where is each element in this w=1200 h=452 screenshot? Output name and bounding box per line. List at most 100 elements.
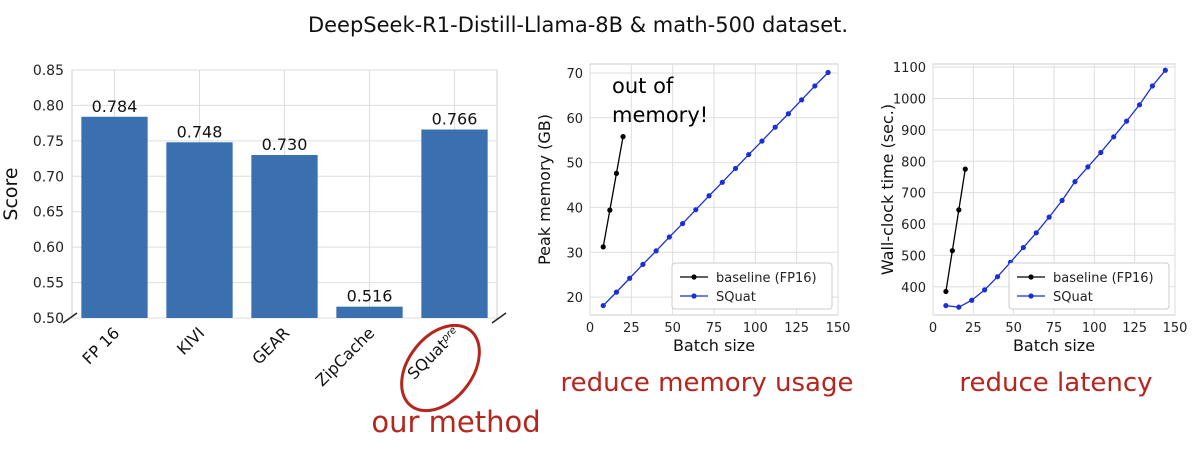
data-point [653, 248, 659, 254]
x-tick-label: 100 [1082, 321, 1107, 336]
caption-reduce-latency: reduce latency [959, 368, 1152, 398]
data-point [812, 83, 818, 89]
out-of-memory-note: out of [612, 74, 674, 98]
y-axis-label: Wall-clock time (sec.) [878, 104, 897, 275]
y-tick-label: 0.85 [33, 63, 64, 79]
x-tick-label: GEAR [248, 323, 293, 368]
data-point [799, 97, 805, 103]
x-tick-label: 0 [929, 321, 937, 336]
data-point [772, 124, 778, 130]
series-line [602, 72, 829, 307]
x-tick-label: 25 [623, 321, 640, 336]
data-point [693, 207, 699, 213]
out-of-memory-note: memory! [612, 103, 708, 127]
highlight-ellipse [400, 323, 481, 413]
y-tick-label: 0.70 [33, 169, 64, 185]
x-tick-label: 150 [826, 321, 851, 336]
y-tick-label: 50 [566, 157, 583, 172]
x-tick-label: 75 [706, 321, 723, 336]
legend-label: SQuat [1053, 290, 1093, 305]
y-tick-label: 30 [566, 246, 583, 261]
bar-value-label: 0.516 [347, 287, 393, 306]
data-point [1162, 67, 1168, 73]
y-tick-label: 600 [901, 218, 926, 233]
bar [81, 116, 148, 318]
wall-clock-line-chart: 0 25 50 75 100 125 150 400 500 600 700 800 900 1000 11… [878, 61, 1187, 398]
y-tick-label: 0.60 [33, 240, 64, 256]
data-point [969, 297, 975, 303]
x-tick-label: 50 [1005, 321, 1022, 336]
data-point [1059, 197, 1065, 204]
data-point [746, 151, 752, 158]
data-point [620, 134, 626, 140]
series-line [945, 169, 966, 292]
y-tick-label: 40 [566, 201, 583, 216]
data-point [956, 304, 962, 310]
data-point [1098, 149, 1104, 156]
legend-label: SQuat [716, 290, 756, 305]
data-point [627, 275, 633, 281]
data-point [994, 274, 1001, 280]
legend-marker [691, 293, 697, 299]
legend-marker [691, 274, 697, 280]
x-tick-label: 100 [743, 321, 768, 336]
y-tick-label: 60 [566, 112, 583, 127]
data-point [706, 193, 712, 199]
score-bar-chart: 0.50 0.55 0.60 0.65 0.70 0.75 0.80 0.85 0.784 FP … [0, 63, 541, 439]
data-point [949, 248, 955, 254]
x-tick-label: 125 [784, 321, 809, 336]
x-axis-label: Batch size [1013, 336, 1095, 355]
data-point [1085, 164, 1091, 170]
caption-reduce-memory: reduce memory usage [560, 368, 853, 398]
figure-title: DeepSeek-R1-Distill-Llama-8B & math-500 … [308, 13, 848, 37]
series-line [602, 136, 624, 247]
data-point [666, 234, 672, 240]
bar-value-label: 0.766 [432, 110, 478, 129]
y-tick-label: 700 [901, 187, 926, 202]
data-point [1072, 179, 1078, 185]
y-tick-label: 400 [901, 281, 926, 296]
data-point [613, 170, 620, 176]
y-tick-label: 800 [901, 155, 926, 170]
data-point [962, 166, 968, 172]
data-point [640, 261, 646, 267]
data-point [732, 165, 739, 172]
x-tick-label: ZipCache [312, 323, 379, 390]
data-point [719, 179, 725, 185]
data-point [1111, 134, 1117, 140]
data-point [600, 302, 606, 309]
data-point [785, 111, 792, 117]
y-tick-label: 70 [566, 67, 583, 82]
legend-label: baseline (FP16) [716, 271, 817, 286]
y-tick-label: 20 [566, 291, 583, 306]
x-tick-label: FP 16 [79, 323, 124, 368]
x-tick-label: 75 [1046, 321, 1063, 336]
y-tick-label: 500 [901, 249, 926, 264]
y-tick-label: 0.55 [33, 276, 64, 292]
bar [336, 306, 403, 318]
legend-label: baseline (FP16) [1053, 271, 1154, 286]
y-axis-label: Score [0, 167, 22, 220]
data-point [1124, 118, 1130, 124]
y-tick-label: 0.80 [33, 98, 64, 114]
x-axis-label: Batch size [673, 336, 755, 355]
y-tick-label: 1000 [893, 93, 926, 108]
data-point [1020, 244, 1026, 251]
data-point [982, 287, 988, 293]
y-tick-label: 900 [901, 124, 926, 139]
legend-marker [1028, 293, 1034, 299]
annotation-our-method: our method [371, 405, 540, 439]
legend-box [671, 262, 833, 310]
bar [421, 129, 488, 318]
data-point [1149, 83, 1156, 89]
y-tick-label: 0.65 [33, 205, 64, 221]
data-point [607, 207, 613, 213]
y-axis-label: Peak memory (GB) [535, 114, 554, 265]
data-point [825, 69, 831, 76]
data-point [943, 288, 949, 295]
data-point [600, 244, 606, 250]
data-point [679, 220, 686, 227]
data-point [759, 138, 765, 144]
x-tick-label: 0 [586, 321, 594, 336]
